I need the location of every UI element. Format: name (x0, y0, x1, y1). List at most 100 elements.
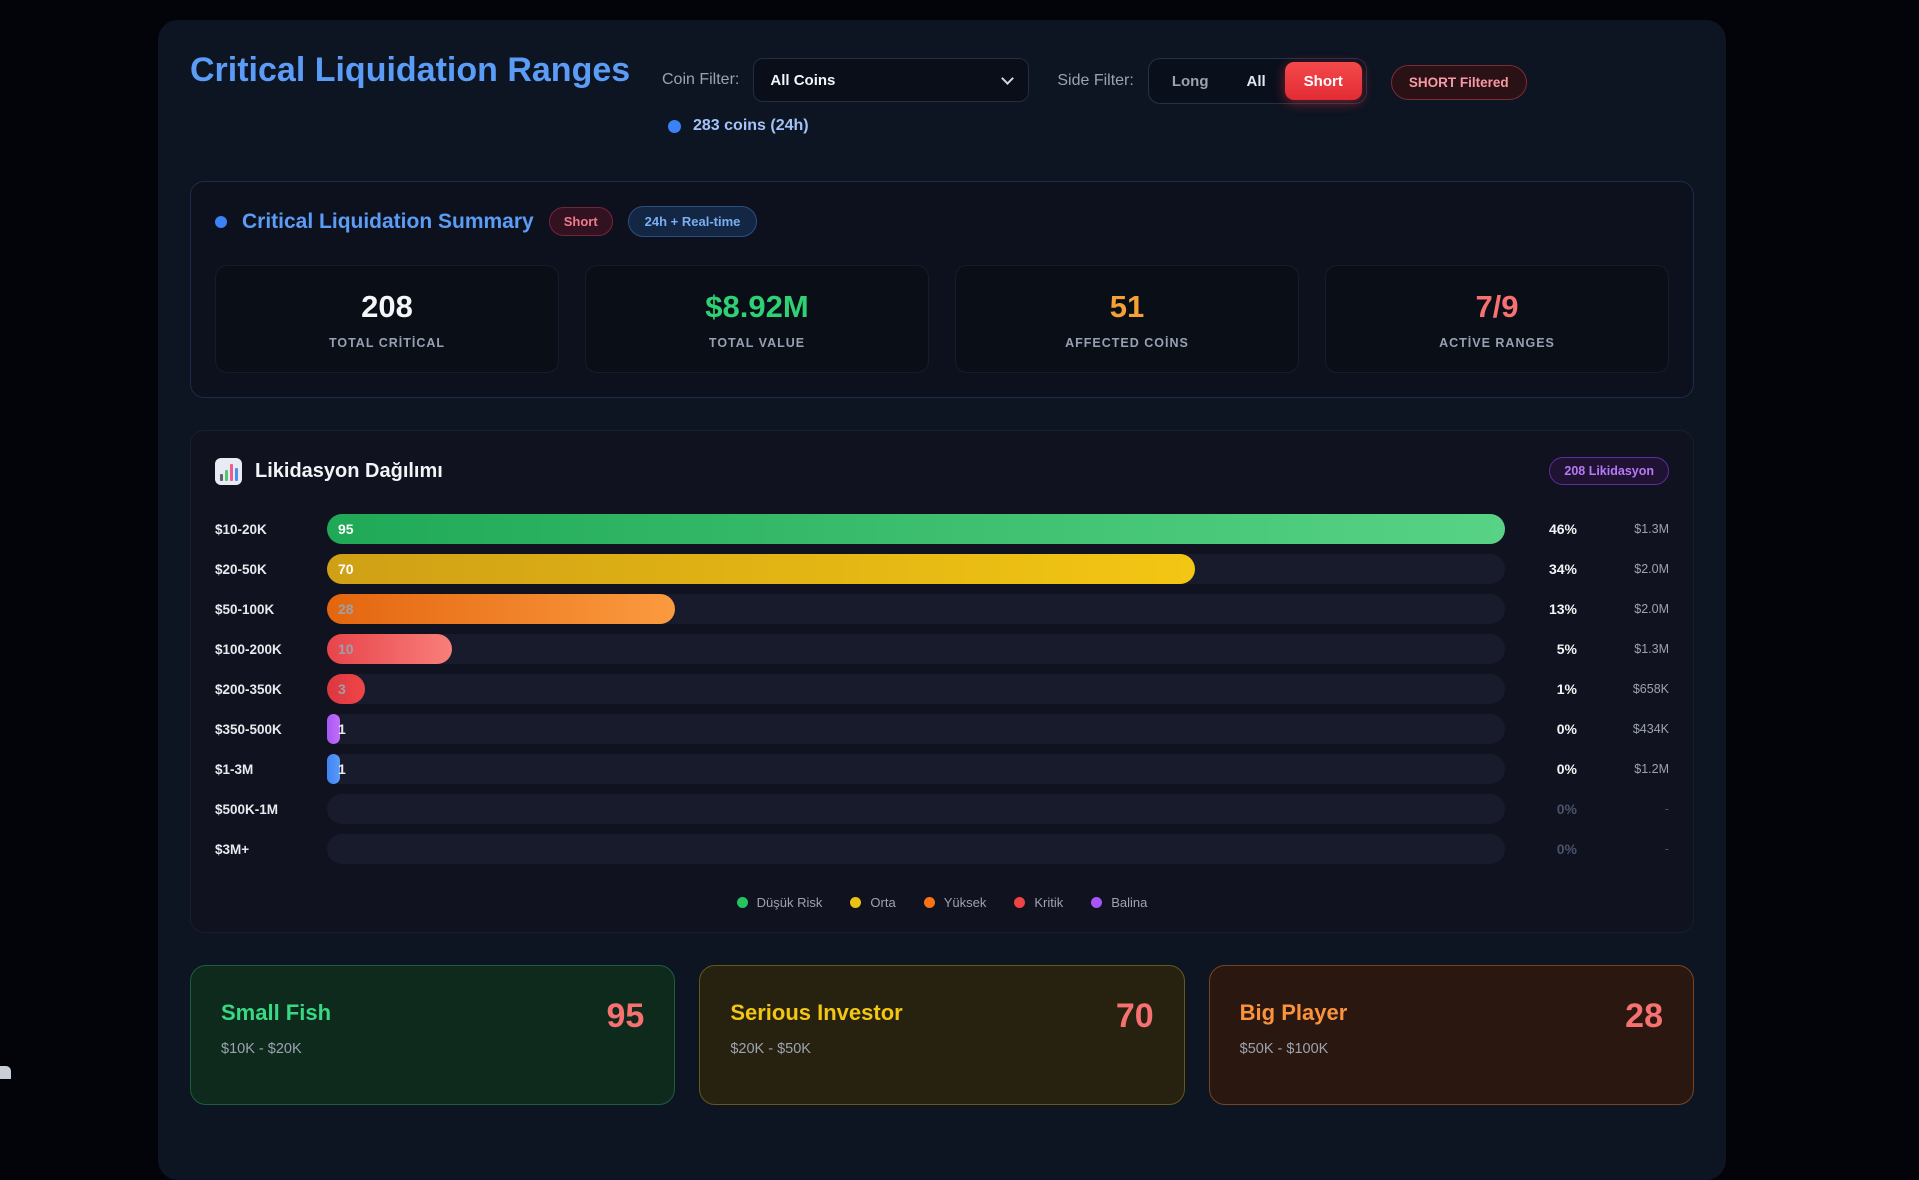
summary-title: Critical Liquidation Summary (242, 209, 534, 233)
chart-header: Likidasyon Dağılımı 208 Likidasyon (215, 457, 1669, 485)
row-value: $1.3M (1634, 642, 1669, 656)
row-value: $2.0M (1634, 562, 1669, 576)
bar-count: 95 (338, 521, 354, 537)
stat-label: AFFECTED COİNS (1065, 335, 1189, 350)
category-title: Serious Investor (730, 1000, 903, 1025)
stat-card-active-ranges: 7/9 ACTİVE RANGES (1325, 265, 1669, 373)
row-percent: 5% (1556, 641, 1577, 657)
side-filter-short-button[interactable]: Short (1284, 62, 1362, 100)
chart-row: $10-20K 95 46% $1.3M (215, 509, 1669, 549)
row-percent: 13% (1548, 601, 1577, 617)
row-percent: 34% (1548, 561, 1577, 577)
bar-count: 70 (338, 561, 354, 577)
summary-panel: Critical Liquidation Summary Short 24h +… (190, 181, 1694, 398)
category-card-big-player: Big Player 28 $50K - $100K (1208, 965, 1694, 1105)
category-count: 28 (1625, 997, 1663, 1035)
category-title: Big Player (1239, 1000, 1348, 1025)
row-percent: 0% (1556, 841, 1577, 857)
blue-dot-icon (215, 215, 227, 228)
bar-fill: 95 (327, 514, 1505, 544)
category-title: Small Fish (221, 1000, 332, 1025)
legend-dot-icon (1091, 897, 1103, 908)
stat-value: 7/9 (1475, 288, 1519, 324)
bar-track: 1 (327, 754, 1505, 784)
stat-value: 208 (361, 288, 413, 324)
bar-fill: 10 (327, 634, 452, 664)
chart-row: $350-500K 1 0% $434K (215, 709, 1669, 749)
summary-time-badge: 24h + Real-time (627, 206, 758, 237)
range-label: $500K-1M (215, 801, 279, 817)
legend-dot-icon (850, 897, 862, 908)
row-percent: 46% (1548, 521, 1577, 537)
bar-count: 1 (338, 761, 346, 777)
row-value: $1.3M (1634, 522, 1669, 536)
coin-filter-select[interactable]: All Coins (753, 58, 1030, 102)
bar-fill: 70 (327, 554, 1196, 584)
chart-row: $1-3M 1 0% $1.2M (215, 749, 1669, 789)
legend-item: Orta (850, 895, 896, 910)
page-title: Critical Liquidation Ranges (190, 51, 631, 89)
coin-filter-group: Coin Filter: All Coins 283 coins (24h) (662, 58, 1030, 135)
row-percent: 1% (1556, 681, 1577, 697)
coin-filter-select-wrap: All Coins (753, 58, 1030, 102)
range-label: $10-20K (215, 521, 267, 537)
stat-card-total-value: $8.92M TOTAL VALUE (585, 265, 929, 373)
range-label: $1-3M (215, 761, 254, 777)
bar-track: 3 (327, 674, 1505, 704)
range-label: $3M+ (215, 841, 250, 857)
category-card-serious-investor: Serious Investor 70 $20K - $50K (699, 965, 1185, 1105)
blue-dot-icon (668, 119, 681, 133)
bar-track: 1 (327, 714, 1505, 744)
chart-row: $100-200K 10 5% $1.3M (215, 629, 1669, 669)
row-percent: 0% (1556, 721, 1577, 737)
page-header: Critical Liquidation Ranges Coin Filter:… (190, 50, 1694, 135)
row-value: - (1664, 802, 1669, 816)
bar-track: 95 (327, 514, 1505, 544)
bar-fill: 1 (327, 714, 346, 744)
bar-count: 3 (338, 681, 346, 697)
category-range: $50K - $100K (1239, 1041, 1329, 1058)
chart-row: $50-100K 28 13% $2.0M (215, 589, 1669, 629)
side-filter-long-button[interactable]: Long (1153, 62, 1228, 100)
side-filter-all-button[interactable]: All (1227, 62, 1284, 100)
liquidation-distribution-panel: Likidasyon Dağılımı 208 Likidasyon $10-2… (190, 430, 1694, 933)
legend-label: Orta (870, 895, 896, 910)
row-value: - (1664, 842, 1669, 856)
legend-dot-icon (923, 897, 935, 908)
scrollbar-fragment[interactable] (0, 1066, 11, 1079)
bar-track: 10 (327, 634, 1505, 664)
range-label: $50-100K (215, 601, 275, 617)
legend-label: Balina (1111, 895, 1148, 910)
range-label: $100-200K (215, 641, 282, 657)
coin-filter-label: Coin Filter: (662, 71, 740, 88)
category-count: 70 (1115, 997, 1154, 1035)
category-count: 95 (606, 997, 645, 1035)
row-value: $1.2M (1634, 762, 1669, 776)
chart-rows: $10-20K 95 46% $1.3M $20-50K 70 34% $2.0… (215, 509, 1669, 869)
summary-short-badge: Short (548, 207, 613, 236)
bar-track: 28 (327, 594, 1505, 624)
chart-title: Likidasyon Dağılımı (255, 459, 443, 482)
side-filter-label: Side Filter: (1057, 72, 1134, 89)
legend-label: Düşük Risk (756, 895, 823, 910)
stat-cards-row: 208 TOTAL CRİTİCAL $8.92M TOTAL VALUE 51… (215, 265, 1669, 373)
liquidation-count-badge: 208 Likidasyon (1549, 457, 1669, 485)
row-value: $434K (1632, 722, 1669, 736)
row-percent: 0% (1556, 801, 1577, 817)
dashboard-container: Critical Liquidation Ranges Coin Filter:… (158, 20, 1726, 1180)
bar-track: 70 (327, 554, 1505, 584)
range-label: $350-500K (215, 721, 282, 737)
bar-fill: 3 (327, 674, 365, 704)
chart-row: $500K-1M 0% - (215, 789, 1669, 829)
chart-row: $200-350K 3 1% $658K (215, 669, 1669, 709)
row-value: $2.0M (1634, 602, 1669, 616)
bar-track (327, 794, 1505, 824)
bar-chart-icon (215, 457, 242, 485)
legend-item: Düşük Risk (736, 895, 823, 910)
stat-label: ACTİVE RANGES (1439, 335, 1555, 350)
bar-fill: 1 (327, 754, 346, 784)
legend-label: Yüksek (943, 895, 987, 910)
stat-card-affected-coins: 51 AFFECTED COİNS (955, 265, 1299, 373)
stat-label: TOTAL CRİTİCAL (328, 335, 446, 350)
side-filter-group: Side Filter: Long All Short (1057, 58, 1367, 104)
